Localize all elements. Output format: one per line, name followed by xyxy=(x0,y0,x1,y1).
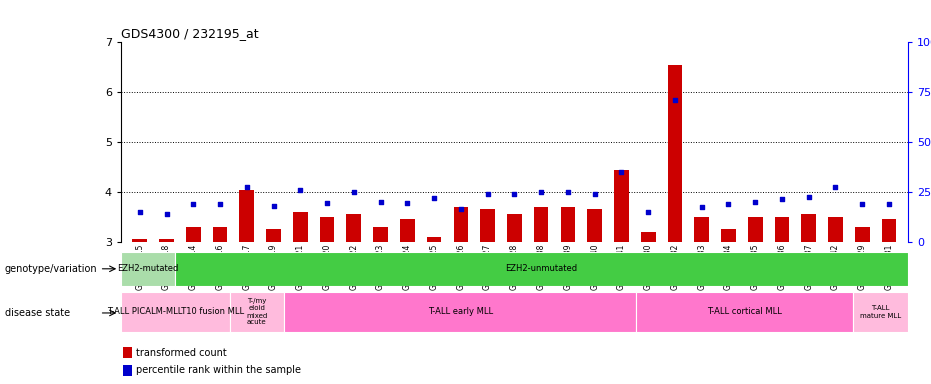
Bar xyxy=(373,227,388,242)
Bar xyxy=(346,215,361,242)
Bar xyxy=(637,292,854,332)
Text: genotype/variation: genotype/variation xyxy=(5,264,97,274)
Point xyxy=(400,200,415,206)
Bar xyxy=(854,292,908,332)
Bar xyxy=(121,292,230,332)
Bar xyxy=(882,220,897,242)
Point xyxy=(802,194,816,200)
Text: T-ALL
mature MLL: T-ALL mature MLL xyxy=(860,306,901,318)
Text: EZH2-mutated: EZH2-mutated xyxy=(117,264,179,273)
Text: disease state: disease state xyxy=(5,308,70,318)
Text: transformed count: transformed count xyxy=(136,348,226,358)
Bar xyxy=(533,207,548,242)
Bar xyxy=(186,227,201,242)
Bar xyxy=(159,240,174,242)
Bar xyxy=(426,237,441,242)
Point xyxy=(668,97,682,103)
Point xyxy=(533,189,548,195)
Point xyxy=(373,199,388,205)
Point xyxy=(775,197,789,203)
Point xyxy=(319,200,334,206)
Bar xyxy=(587,210,602,242)
Bar xyxy=(722,230,735,242)
Text: GDS4300 / 232195_at: GDS4300 / 232195_at xyxy=(121,26,259,40)
Point xyxy=(828,184,843,190)
Point xyxy=(293,187,308,193)
Point xyxy=(266,203,281,209)
Bar xyxy=(480,210,495,242)
Point xyxy=(426,195,441,201)
Bar xyxy=(284,292,637,332)
Bar xyxy=(453,207,468,242)
Bar xyxy=(132,240,147,242)
Text: percentile rank within the sample: percentile rank within the sample xyxy=(136,365,301,375)
Point xyxy=(507,191,522,197)
Bar xyxy=(668,65,682,242)
Bar xyxy=(239,190,254,242)
Bar xyxy=(230,292,284,332)
Text: T-ALL cortical MLL: T-ALL cortical MLL xyxy=(708,308,782,316)
Point xyxy=(748,199,762,205)
Point xyxy=(560,189,575,195)
Text: T-ALL PICALM-MLLT10 fusion MLL: T-ALL PICALM-MLLT10 fusion MLL xyxy=(107,308,244,316)
Bar xyxy=(123,347,132,358)
Bar xyxy=(828,217,843,242)
Point xyxy=(186,201,201,207)
Bar xyxy=(748,217,762,242)
Point xyxy=(721,201,735,207)
Point xyxy=(346,189,361,195)
Bar xyxy=(641,232,655,242)
Point xyxy=(453,207,468,213)
Bar xyxy=(400,220,414,242)
Text: T-ALL early MLL: T-ALL early MLL xyxy=(427,308,492,316)
Bar xyxy=(775,217,789,242)
Bar xyxy=(319,217,334,242)
Bar xyxy=(560,207,575,242)
Text: T-/my
eloid
mixed
acute: T-/my eloid mixed acute xyxy=(246,298,267,326)
Bar xyxy=(507,215,521,242)
Point xyxy=(695,204,709,210)
Bar xyxy=(695,217,709,242)
Point xyxy=(587,191,602,197)
Bar xyxy=(293,212,307,242)
Point xyxy=(614,169,628,175)
Point xyxy=(855,201,870,207)
Point xyxy=(159,211,174,217)
Point xyxy=(882,201,897,207)
Point xyxy=(132,209,147,215)
Bar xyxy=(855,227,870,242)
Point xyxy=(239,184,254,190)
Point xyxy=(641,209,655,215)
Bar xyxy=(266,230,281,242)
Point xyxy=(212,201,227,207)
Bar xyxy=(802,215,816,242)
Text: EZH2-unmutated: EZH2-unmutated xyxy=(506,264,577,273)
Bar xyxy=(123,365,132,376)
Point xyxy=(480,191,495,197)
Bar xyxy=(121,252,175,286)
Bar xyxy=(212,227,227,242)
Bar xyxy=(614,170,628,242)
